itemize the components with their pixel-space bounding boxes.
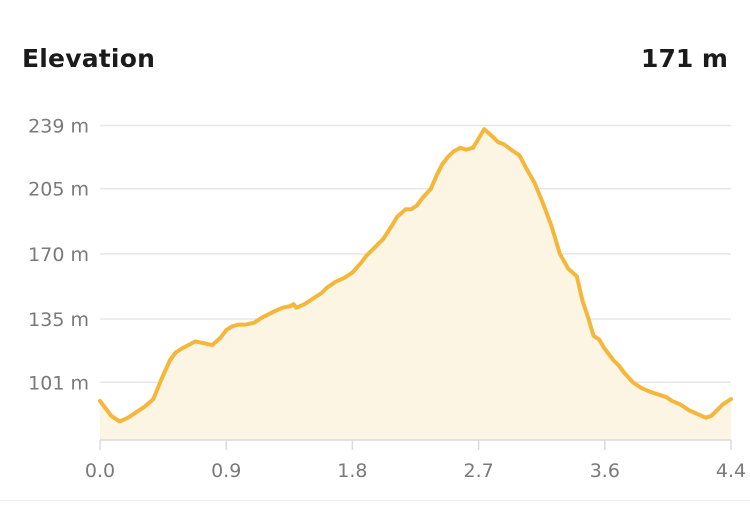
x-axis-ticks xyxy=(99,440,732,450)
elevation-line xyxy=(98,127,733,424)
chart-title: Elevation xyxy=(22,43,156,73)
x-tick-label: 3.6 xyxy=(590,460,620,482)
current-elevation-value: 171 m xyxy=(641,43,728,73)
x-tick-label: 0.9 xyxy=(211,460,241,482)
y-tick-label: 239 m xyxy=(28,115,89,137)
y-axis-labels: 239 m 205 m 170 m 135 m 101 m xyxy=(28,115,89,394)
y-tick-label: 101 m xyxy=(28,372,89,394)
y-tick-label: 135 m xyxy=(28,309,89,331)
x-tick-label: 2.7 xyxy=(463,460,493,482)
x-axis-labels: 0.0 0.9 1.8 2.7 3.6 4.4 xyxy=(85,460,746,482)
x-tick-label: 0.0 xyxy=(85,460,115,482)
bottom-divider xyxy=(0,500,750,501)
elevation-area-fill xyxy=(100,129,731,440)
x-tick-label: 1.8 xyxy=(337,460,367,482)
y-tick-label: 205 m xyxy=(28,179,89,201)
chart-header: Elevation 171 m xyxy=(22,38,728,78)
y-tick-label: 170 m xyxy=(28,244,89,266)
x-tick-label: 4.4 xyxy=(716,460,746,482)
